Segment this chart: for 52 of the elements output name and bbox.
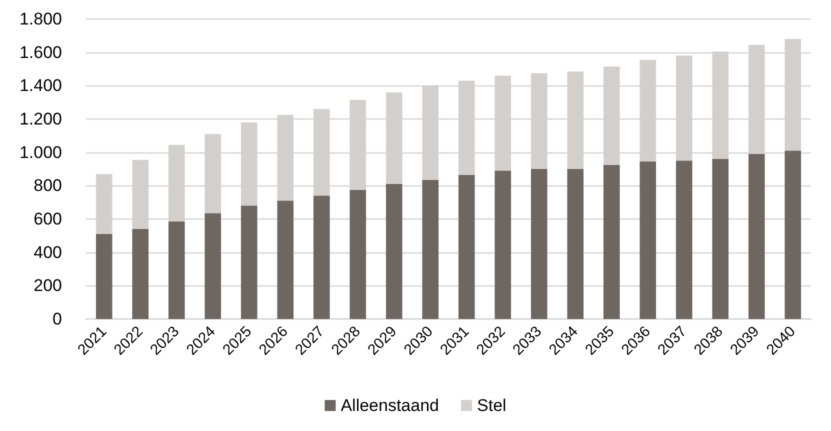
bar — [567, 169, 584, 319]
bar — [676, 56, 692, 161]
y-tick-label: 800 — [34, 176, 62, 196]
bar — [386, 92, 402, 184]
bar — [640, 60, 656, 162]
bar — [494, 170, 512, 319]
bar — [204, 134, 222, 214]
bar — [748, 44, 765, 154]
legend-label: Alleenstaand — [340, 396, 440, 415]
bar — [168, 222, 185, 319]
y-tick-label: 600 — [34, 210, 62, 228]
y-tick-label: 1.000 — [19, 142, 62, 162]
bar — [350, 190, 366, 319]
bar — [712, 52, 729, 159]
bar — [96, 234, 112, 319]
bar — [240, 206, 258, 319]
bar — [204, 213, 222, 319]
bar — [132, 229, 149, 319]
bar — [603, 66, 620, 165]
bar — [132, 160, 149, 229]
bar — [458, 174, 475, 319]
bar — [277, 114, 294, 201]
y-tick-label: 200 — [34, 276, 62, 296]
bar — [712, 159, 729, 319]
y-tick-label: 1.600 — [19, 42, 62, 62]
bar — [240, 122, 258, 206]
bar — [640, 162, 656, 319]
bar — [748, 154, 765, 319]
y-tick-label: 1.800 — [19, 10, 62, 28]
y-tick-label: 1.200 — [19, 110, 62, 128]
bar — [422, 86, 439, 180]
bar — [494, 76, 512, 171]
bar — [277, 200, 294, 319]
bar — [603, 164, 620, 319]
bar — [168, 144, 185, 222]
bar — [530, 73, 548, 169]
bar — [784, 39, 802, 151]
y-tick-label: 0 — [52, 310, 62, 328]
bar — [422, 180, 439, 319]
bar — [313, 109, 330, 196]
y-tick-label: 1.400 — [19, 76, 62, 96]
legend-label: Stel — [477, 396, 506, 415]
bar — [96, 174, 112, 234]
bar — [784, 150, 802, 319]
y-tick-label: 400 — [34, 242, 62, 262]
bar — [350, 100, 366, 190]
bar — [386, 184, 402, 319]
bar — [567, 72, 584, 169]
bar — [530, 169, 548, 319]
bar — [458, 80, 475, 175]
bar — [313, 196, 330, 319]
bar — [676, 160, 692, 319]
